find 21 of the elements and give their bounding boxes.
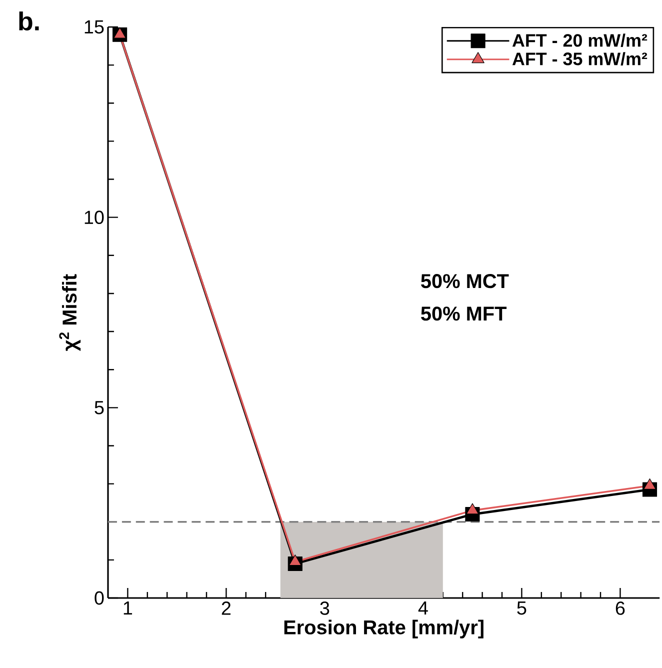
point <box>643 478 656 490</box>
annotation: 50% MFT <box>421 306 507 321</box>
annotation: 50% MCT <box>421 274 509 288</box>
x-tick-label: 6 <box>616 602 625 615</box>
point <box>288 554 302 566</box>
y-tick-label: 5 <box>94 401 104 414</box>
x-tick-label: 4 <box>418 602 428 615</box>
y-tick-label: 15 <box>84 20 104 34</box>
y-tick-label: 10 <box>84 210 104 224</box>
x-axis-title: Erosion Rate [mm/yr] <box>284 620 484 638</box>
y-axis-title: χ$^{2}$ Misfit <box>59 274 81 352</box>
x-tick-label: 3 <box>320 602 330 615</box>
legend-label: AFT - 20 mW/m² <box>512 34 648 47</box>
x-tick-label: 1 <box>124 602 132 615</box>
point <box>466 503 479 514</box>
legend-label: AFT - 35 mW/m² <box>512 52 648 66</box>
x-tick-label: 5 <box>517 602 526 615</box>
y-tick-label: 0 <box>94 591 104 605</box>
x-tick-label: 2 <box>222 602 231 615</box>
text: b. <box>19 12 39 31</box>
point <box>113 27 126 38</box>
